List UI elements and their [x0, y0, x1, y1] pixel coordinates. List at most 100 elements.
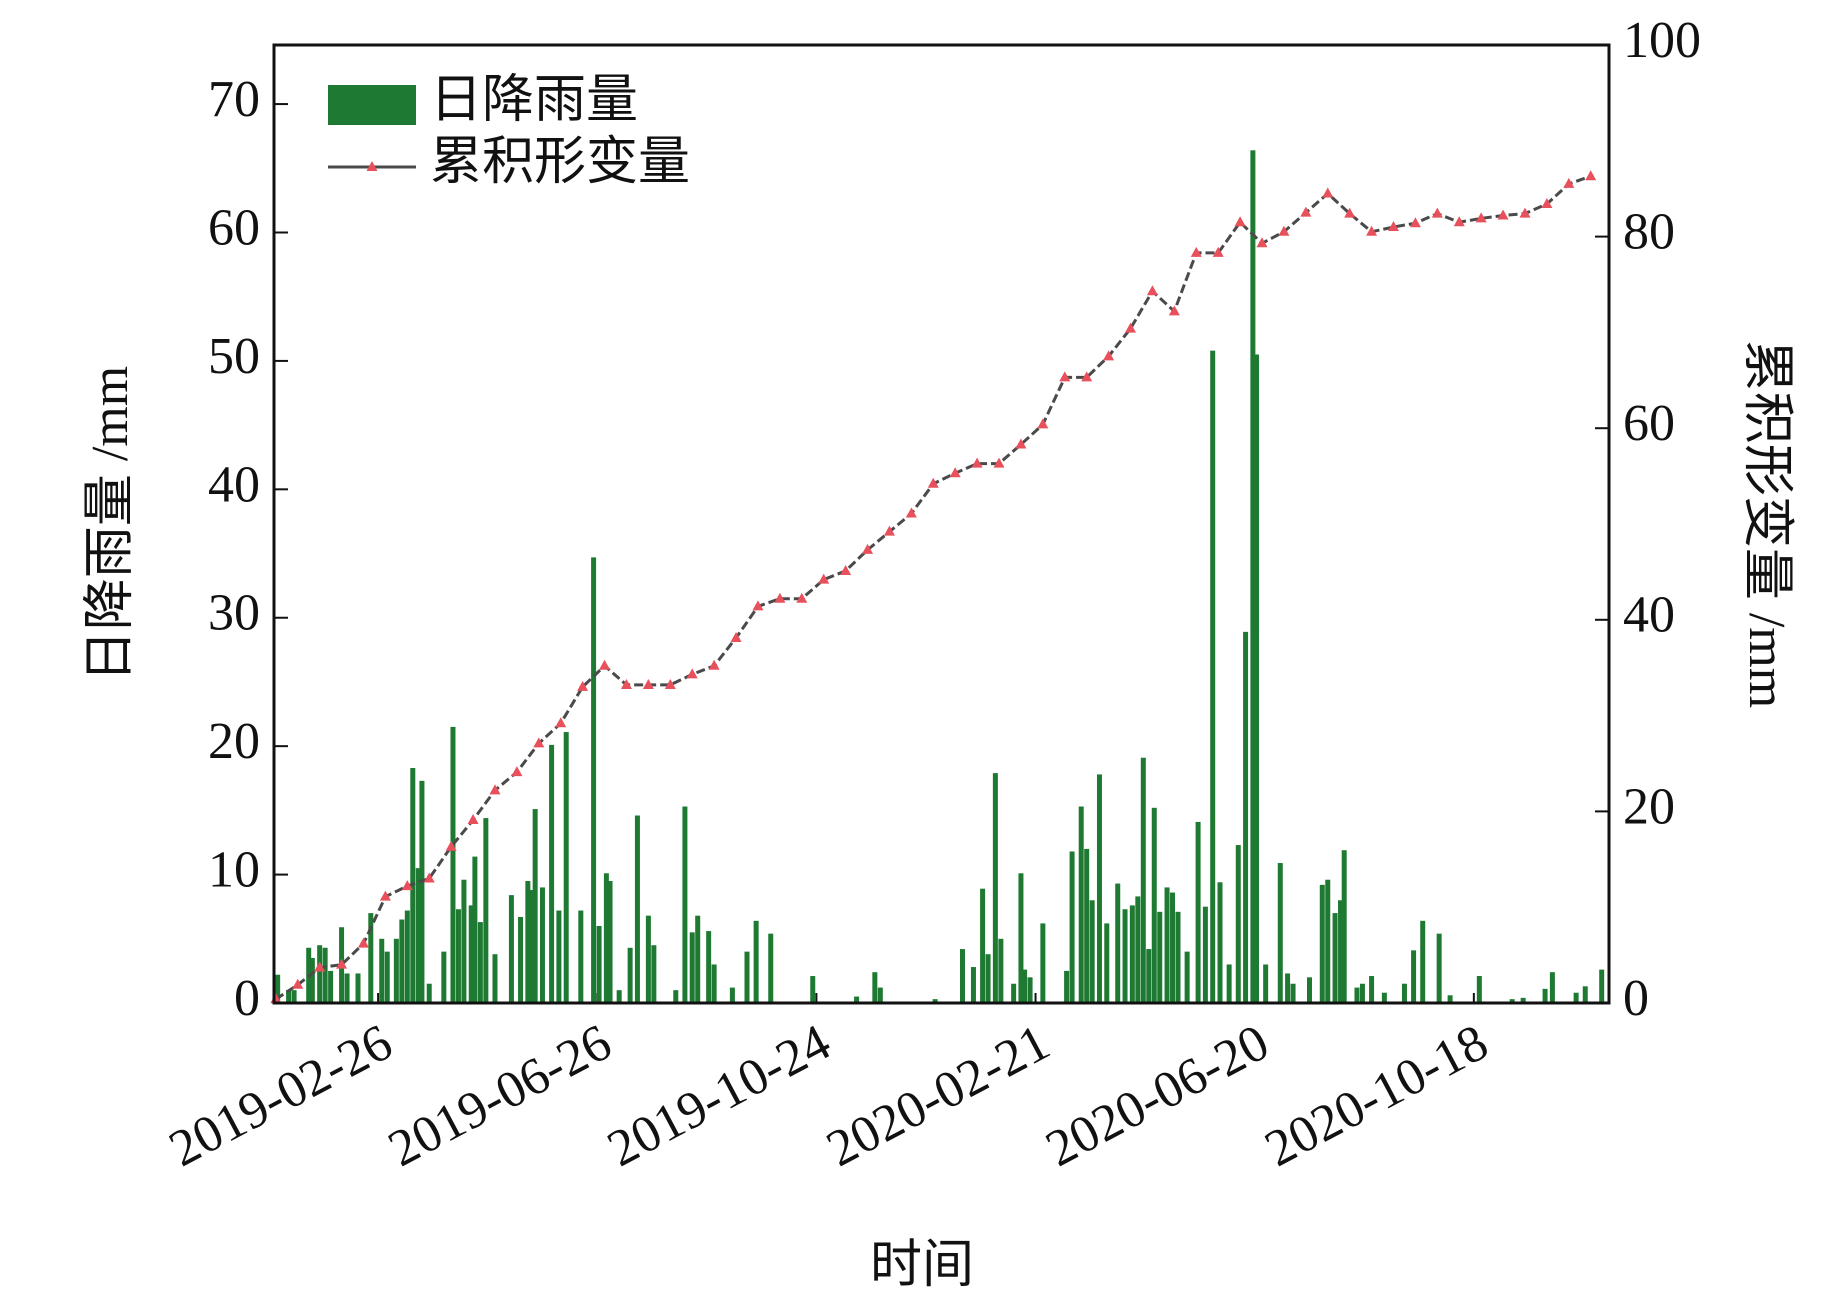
bar — [1104, 923, 1110, 1003]
marker — [1168, 305, 1180, 316]
bar — [1226, 964, 1232, 1003]
marker — [1366, 225, 1378, 236]
bar — [960, 949, 966, 1003]
bar — [404, 910, 410, 1003]
marker — [1322, 187, 1334, 198]
bar — [1411, 950, 1417, 1003]
bar — [1542, 988, 1548, 1003]
bar — [932, 999, 938, 1003]
bar — [651, 945, 657, 1003]
bar — [1140, 757, 1146, 1003]
bar — [985, 954, 991, 1003]
bar — [1381, 992, 1387, 1003]
bar — [379, 938, 385, 1003]
bar — [492, 954, 498, 1003]
marker — [1015, 438, 1027, 449]
bar — [1243, 631, 1249, 1003]
bar — [368, 913, 374, 1003]
bar — [711, 964, 717, 1003]
x-tick-label: 2020-06-20 — [1037, 1014, 1278, 1178]
bar — [1520, 997, 1526, 1003]
bar — [539, 887, 545, 1003]
bar — [1170, 892, 1176, 1003]
y2-tick-label: 60 — [1623, 395, 1675, 452]
bar — [1263, 964, 1269, 1003]
bar — [1022, 969, 1028, 1003]
bar — [518, 916, 524, 1003]
marker — [796, 592, 808, 603]
bar — [419, 780, 425, 1003]
bar — [1115, 883, 1121, 1003]
marker — [1103, 350, 1115, 361]
bar — [998, 938, 1004, 1003]
marker — [642, 678, 654, 689]
bar — [689, 932, 695, 1003]
y-tick-label: 50 — [208, 328, 260, 385]
bar — [415, 868, 421, 1003]
marker — [1344, 207, 1356, 218]
bar — [472, 856, 478, 1003]
marker — [1146, 285, 1158, 296]
marker — [1409, 217, 1421, 228]
bar — [1040, 923, 1046, 1003]
marker — [1475, 212, 1487, 223]
bar — [563, 732, 569, 1003]
y2-tick-label: 100 — [1623, 12, 1701, 69]
marker — [1278, 225, 1290, 236]
bar — [768, 933, 774, 1003]
bar — [309, 958, 315, 1003]
bar — [1369, 976, 1375, 1003]
marker — [1585, 170, 1597, 181]
plot-frame — [272, 43, 1611, 1005]
marker — [577, 680, 589, 691]
marker — [555, 717, 567, 728]
y2-axis-label: 累积形变量 /mm — [1738, 340, 1795, 708]
bar — [322, 947, 328, 1003]
bar — [1290, 983, 1296, 1003]
marker — [1563, 177, 1575, 188]
bar — [549, 744, 555, 1003]
marker — [686, 668, 698, 679]
bar — [1018, 873, 1024, 1003]
y2-tick-label: 80 — [1623, 204, 1675, 261]
marker — [993, 457, 1005, 468]
bar — [556, 910, 562, 1003]
bar — [1341, 850, 1347, 1003]
y-tick-label: 20 — [208, 713, 260, 770]
bar — [1078, 806, 1084, 1003]
y-tick-label: 70 — [208, 71, 260, 128]
marker — [1497, 209, 1509, 220]
marker — [1541, 198, 1553, 209]
marker — [357, 937, 369, 948]
marker — [1234, 216, 1246, 227]
marker — [971, 457, 983, 468]
bar — [1325, 879, 1331, 1003]
bar — [393, 938, 399, 1003]
y2-tick-label: 0 — [1623, 970, 1649, 1027]
bar — [627, 947, 633, 1003]
marker — [1256, 237, 1268, 248]
marker — [1059, 371, 1071, 382]
legend-swatch — [328, 85, 416, 125]
bar — [591, 557, 597, 1003]
bar — [286, 990, 292, 1003]
bar — [529, 889, 535, 1003]
bar — [706, 931, 712, 1003]
bar — [616, 990, 622, 1003]
marker — [862, 543, 874, 554]
bar — [810, 976, 816, 1003]
marker — [708, 659, 720, 670]
bar — [1235, 845, 1241, 1003]
bar — [1151, 807, 1157, 1003]
bar — [877, 987, 883, 1003]
bar — [328, 970, 334, 1003]
bar — [468, 905, 474, 1003]
bar — [461, 879, 467, 1003]
bar — [695, 915, 701, 1003]
y-tick-label: 0 — [234, 970, 260, 1027]
bar — [1573, 992, 1579, 1003]
bar — [634, 815, 640, 1003]
bar — [682, 806, 688, 1003]
marker — [1453, 216, 1465, 227]
bar — [1436, 933, 1442, 1003]
